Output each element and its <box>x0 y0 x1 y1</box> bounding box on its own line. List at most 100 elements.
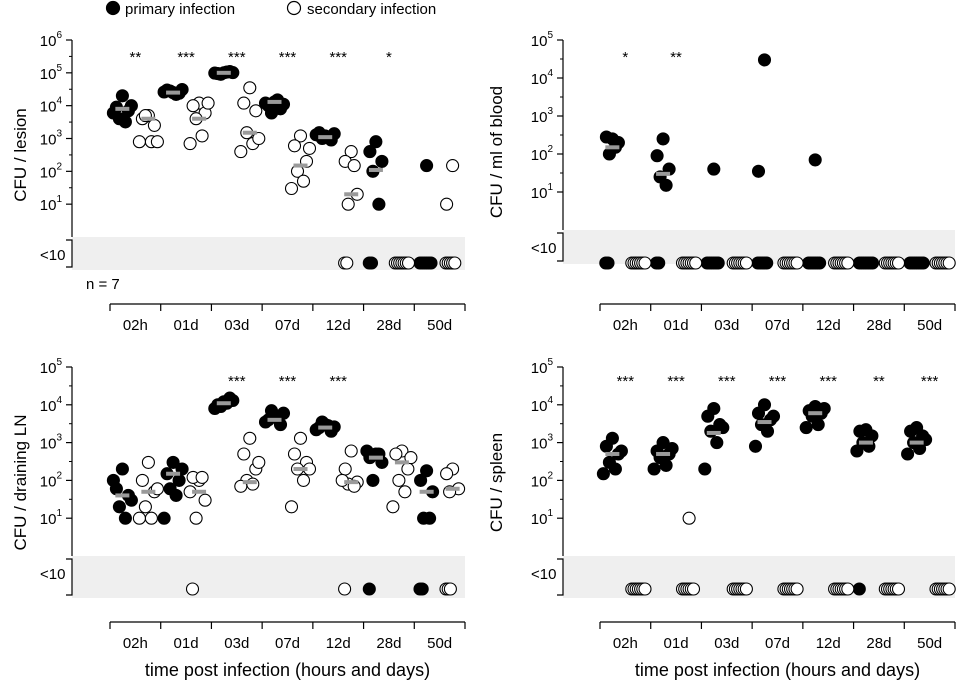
primary-infection-point <box>596 467 610 481</box>
primary-infection-point <box>115 89 129 103</box>
y-tick-label: 102 <box>40 161 63 181</box>
primary-infection-point <box>415 582 429 596</box>
primary-infection-point <box>751 406 766 420</box>
x-tick-label: 12d <box>326 317 351 334</box>
panel-spleen: <10 101 102 103 104 105 CFU / spleen 02h 01d 03d 0… <box>487 357 956 680</box>
secondary-infection-point <box>446 159 460 173</box>
primary-infection-point <box>372 197 386 211</box>
panel-blood: <10 101 102 103 104 105 CFU / ml of blood 02h 01… <box>487 30 956 334</box>
primary-median-bar <box>216 401 231 406</box>
secondary-infection-point <box>296 174 311 188</box>
primary-median-bar <box>605 451 620 456</box>
secondary-median-bar <box>293 163 308 168</box>
significance-label: *** <box>718 373 736 390</box>
secondary-infection-point <box>739 256 753 270</box>
x-tick-label: 12d <box>326 635 351 652</box>
x-tick-label: 07d <box>275 635 300 652</box>
primary-infection-point <box>647 462 661 476</box>
secondary-infection-point <box>344 444 358 458</box>
primary-infection-point <box>710 436 724 450</box>
secondary-median-bar <box>242 480 257 485</box>
x-tick-label: 28d <box>376 317 401 334</box>
secondary-median-bar <box>192 116 207 121</box>
y-tick-label: 101 <box>40 194 63 214</box>
primary-infection-point <box>901 447 915 461</box>
secondary-infection-point <box>284 500 299 514</box>
secondary-infection-point <box>198 493 212 507</box>
legend-secondary-marker <box>286 0 302 16</box>
secondary-infection-point <box>141 455 155 469</box>
primary-infection-point <box>599 439 613 453</box>
secondary-infection-point <box>942 256 956 270</box>
x-tick-label: 03d <box>224 317 249 334</box>
secondary-infection-point <box>340 256 354 270</box>
below-detection-bracket <box>557 558 564 596</box>
x-tick-label: 03d <box>714 635 739 652</box>
secondary-infection-point <box>440 467 454 481</box>
secondary-infection-point <box>185 582 200 596</box>
y-tick-label: 101 <box>40 508 63 528</box>
primary-infection-point <box>650 149 664 163</box>
significance-label: * <box>622 49 628 66</box>
significance-label: *** <box>228 373 246 390</box>
secondary-infection-point <box>252 131 266 146</box>
primary-infection-point <box>420 464 434 478</box>
below-detection-label: <10 <box>531 240 556 257</box>
primary-median-bar <box>115 493 130 498</box>
secondary-infection-point <box>195 470 209 484</box>
primary-median-bar <box>909 440 924 445</box>
primary-infection-point <box>276 406 291 420</box>
x-tick-label: 07d <box>765 317 790 334</box>
secondary-infection-point <box>144 511 158 525</box>
primary-infection-point <box>716 421 730 435</box>
y-tick-label: 105 <box>531 30 554 50</box>
primary-infection-point <box>360 444 374 458</box>
secondary-infection-point <box>195 129 209 143</box>
primary-infection-point <box>760 256 774 270</box>
x-tick-label: 50d <box>917 635 942 652</box>
secondary-infection-point <box>841 582 855 596</box>
x-tick-label: 07d <box>765 635 790 652</box>
primary-infection-point <box>369 135 383 149</box>
y-tick-label: 105 <box>40 63 63 83</box>
primary-infection-point <box>799 421 813 435</box>
panel-draining-ln: <10 101 102 103 104 105 CFU / draining LN 02h 01… <box>11 357 466 680</box>
secondary-median-bar <box>141 489 156 494</box>
y-tick-label: 103 <box>40 129 63 149</box>
x-tick-label: 01d <box>664 317 689 334</box>
secondary-infection-point <box>138 500 152 514</box>
y-tick-label: 102 <box>40 470 63 490</box>
significance-label: *** <box>667 373 685 390</box>
x-tick-label: 01d <box>174 317 199 334</box>
x-tick-label: 02h <box>613 635 638 652</box>
secondary-infection-point <box>243 81 257 95</box>
secondary-infection-point <box>686 582 701 596</box>
y-axis-title: CFU / draining LN <box>11 414 30 550</box>
primary-infection-point <box>169 488 183 502</box>
y-tick-label: 104 <box>40 96 63 116</box>
x-tick-label: 12d <box>816 635 841 652</box>
secondary-infection-point <box>689 256 703 270</box>
secondary-infection-point <box>891 256 906 270</box>
secondary-infection-point <box>790 256 804 270</box>
significance-label: *** <box>329 373 347 390</box>
primary-infection-point <box>366 473 380 487</box>
primary-infection-point <box>601 256 615 270</box>
x-tick-label: 02h <box>123 635 148 652</box>
below-detection-label: <10 <box>40 566 65 583</box>
secondary-median-bar <box>141 116 156 121</box>
legend-primary-label: primary infection <box>125 1 235 18</box>
below-detection-bracket <box>557 232 564 262</box>
primary-infection-point <box>852 582 866 596</box>
primary-infection-point <box>424 256 438 270</box>
primary-infection-point <box>309 423 323 437</box>
significance-label: *** <box>921 373 939 390</box>
primary-infection-point <box>748 439 763 453</box>
primary-infection-point <box>375 154 389 168</box>
x-tick-label: 02h <box>123 317 148 334</box>
primary-infection-point <box>608 462 622 476</box>
x-tick-label: 50d <box>427 317 452 334</box>
x-tick-label: 01d <box>174 635 199 652</box>
secondary-infection-point <box>386 500 400 514</box>
